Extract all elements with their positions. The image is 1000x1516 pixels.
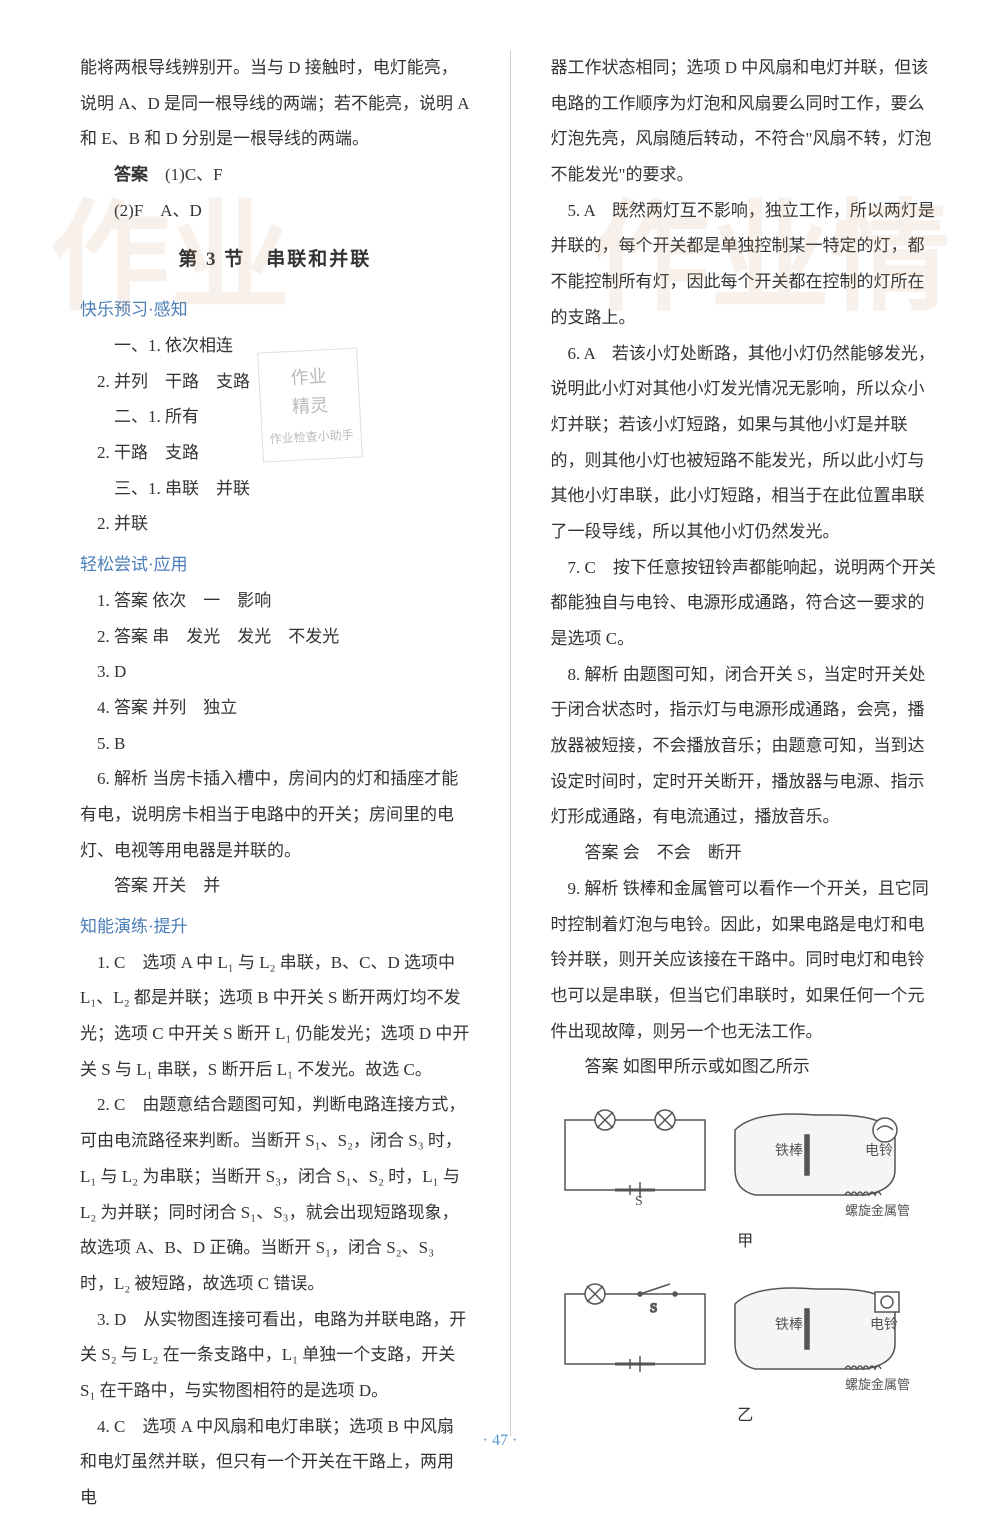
svg-text:铁棒: 铁棒	[775, 1317, 803, 1333]
heading-blue: 轻松尝试·应用	[80, 547, 470, 583]
svg-text:S: S	[635, 1194, 643, 1209]
text-block: 4. C 选项 A 中风扇和电灯串联；选项 B 中风扇和电灯虽然并联，但只有一个…	[80, 1409, 470, 1516]
text-block: 1. C 选项 A 中 L₁ 与 L₂ 串联，B、C、D 选项中 L₁、L₂ 都…	[80, 945, 470, 1088]
answer-line: 答案 会 不会 断开	[551, 835, 941, 871]
answer-line: 答案 开关 并	[80, 868, 470, 904]
page-number: · 47 ·	[483, 1432, 518, 1450]
text-block: 9. 解析 铁棒和金属管可以看作一个开关，且它同时控制着灯泡与电铃。因此，如果电…	[551, 871, 941, 1049]
stamp-watermark: 作业精灵作业检查小助手	[257, 347, 363, 462]
svg-text:电铃: 电铃	[870, 1317, 898, 1333]
heading-blue: 知能演练·提升	[80, 909, 470, 945]
diagram-label: 甲	[551, 1225, 941, 1259]
list-item: 5. B	[80, 726, 470, 762]
diagram-text-bell: 电铃	[865, 1143, 893, 1159]
left-column: 能将两根导线辨别开。当与 D 接触时，电灯能亮，说明 A、D 是同一根导线的两端…	[80, 50, 470, 1436]
list-item: 三、1. 串联 并联	[80, 471, 470, 507]
svg-text:螺旋金属管: 螺旋金属管	[845, 1377, 910, 1392]
text-block: 7. C 按下任意按钮铃声都能响起，说明两个开关都能独自与电铃、电源形成通路，符…	[551, 550, 941, 657]
answer-line: 答案 如图甲所示或如图乙所示	[551, 1049, 941, 1085]
svg-text:S: S	[650, 1300, 657, 1315]
text-block: 器工作状态相同；选项 D 中风扇和电灯并联，但该电路的工作顺序为灯泡和风扇要么同…	[551, 50, 941, 193]
text-block: 3. D 从实物图连接可看出，电路为并联电路，开关 S₂ 与 L₂ 在一条支路中…	[80, 1302, 470, 1409]
section-title: 第 3 节 串联和并联	[80, 240, 470, 280]
list-item: 3. D	[80, 654, 470, 690]
column-divider	[510, 50, 511, 1436]
circuit-diagram-2: S 铁棒 电铃 螺旋金属管 乙	[551, 1274, 941, 1433]
text-block: 6. A 若该小灯处断路，其他小灯仍然能够发光，说明此小灯对其他小灯发光情况无影…	[551, 336, 941, 550]
right-column: 器工作状态相同；选项 D 中风扇和电灯并联，但该电路的工作顺序为灯泡和风扇要么同…	[551, 50, 941, 1436]
text-block: 能将两根导线辨别开。当与 D 接触时，电灯能亮，说明 A、D 是同一根导线的两端…	[80, 50, 470, 157]
text-block: 8. 解析 由题图可知，闭合开关 S，当定时开关处于闭合状态时，指示灯与电源形成…	[551, 657, 941, 835]
diagram-label: 乙	[551, 1399, 941, 1433]
list-item: 2. 并联	[80, 506, 470, 542]
list-item: 4. 答案 并列 独立	[80, 690, 470, 726]
diagram-text-tube: 螺旋金属管	[845, 1203, 910, 1218]
main-content: 能将两根导线辨别开。当与 D 接触时，电灯能亮，说明 A、D 是同一根导线的两端…	[80, 50, 940, 1436]
circuit-diagram-1: 铁棒 电铃 螺旋金属管 S 甲	[551, 1100, 941, 1259]
list-item: 2. 答案 串 发光 发光 不发光	[80, 619, 470, 655]
text-block: 6. 解析 当房卡插入槽中，房间内的灯和插座才能有电，说明房卡相当于电路中的开关…	[80, 761, 470, 868]
heading-blue: 快乐预习·感知	[80, 292, 470, 328]
answer-line: 答案 答案 (1)C、F(1)C、F	[80, 157, 470, 193]
answer-line: (2)F A、D	[80, 193, 470, 229]
text-block: 5. A 既然两灯互不影响，独立工作，所以两灯是并联的，每个开关都是单独控制某一…	[551, 193, 941, 336]
list-item: 1. 答案 依次 一 影响	[80, 583, 470, 619]
diagram-text-iron: 铁棒	[775, 1143, 803, 1159]
text-block: 2. C 由题意结合题图可知，判断电路连接方式，可由电流路径来判断。当断开 S₁…	[80, 1087, 470, 1301]
